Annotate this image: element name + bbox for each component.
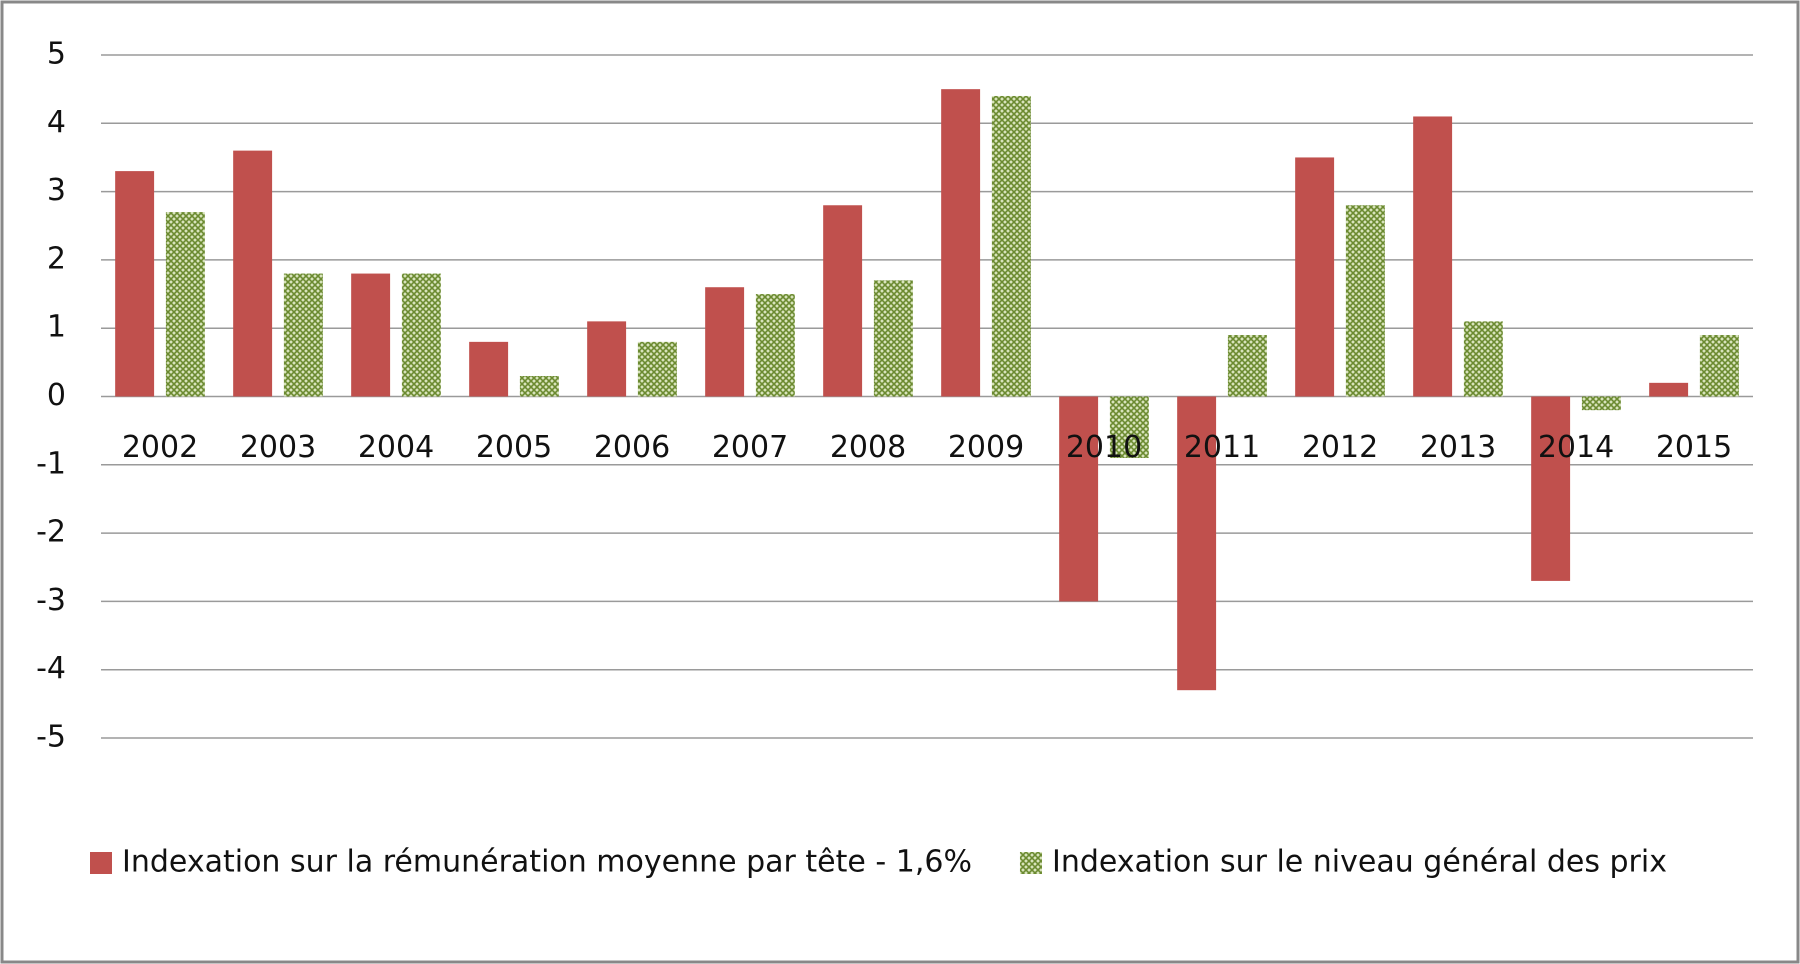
bar — [283, 273, 323, 397]
legend-label: Indexation sur la rémunération moyenne p… — [122, 845, 972, 880]
bar — [351, 273, 391, 397]
bar — [823, 205, 863, 397]
bar — [1109, 396, 1149, 458]
bar — [755, 294, 795, 397]
x-tick-label: 2002 — [122, 430, 198, 465]
x-tick-label: 2014 — [1538, 430, 1614, 465]
legend-swatch — [1019, 852, 1042, 874]
bar — [1413, 116, 1453, 397]
bar — [873, 280, 913, 397]
y-tick-label: -2 — [36, 515, 66, 550]
bar — [1463, 321, 1503, 397]
bar — [637, 341, 677, 397]
x-tick-label: 2012 — [1302, 430, 1378, 465]
bar — [1649, 382, 1689, 397]
x-tick-label: 2011 — [1184, 430, 1260, 465]
bar — [705, 287, 745, 397]
bar — [165, 212, 205, 397]
x-tick-label: 2007 — [712, 430, 788, 465]
x-tick-label: 2006 — [594, 430, 670, 465]
bar — [233, 150, 273, 397]
x-tick-label: 2015 — [1656, 430, 1732, 465]
x-tick-label: 2005 — [476, 430, 552, 465]
bar — [1177, 396, 1217, 691]
bar — [991, 95, 1031, 397]
y-tick-label: -5 — [36, 720, 66, 755]
legend-label: Indexation sur le niveau général des pri… — [1052, 845, 1667, 880]
bar — [1345, 205, 1385, 397]
y-tick-label: 0 — [47, 378, 66, 413]
bar — [115, 171, 155, 397]
bar — [469, 341, 509, 397]
bar — [1581, 396, 1621, 411]
bar — [401, 273, 441, 397]
bar — [587, 321, 627, 397]
x-tick-label: 2008 — [830, 430, 906, 465]
y-tick-label: 1 — [47, 310, 66, 345]
bar — [1059, 396, 1099, 602]
x-tick-label: 2013 — [1420, 430, 1496, 465]
x-tick-label: 2010 — [1066, 430, 1142, 465]
bar — [941, 89, 981, 397]
legend-swatch — [90, 852, 112, 874]
y-tick-label: 5 — [47, 37, 66, 72]
x-tick-label: 2004 — [358, 430, 434, 465]
y-tick-label: 2 — [47, 241, 66, 276]
y-tick-label: -3 — [36, 583, 66, 618]
y-tick-label: 3 — [47, 173, 66, 208]
y-tick-label: 4 — [47, 105, 66, 140]
bar — [1295, 157, 1335, 397]
bar — [519, 376, 559, 397]
x-tick-label: 2003 — [240, 430, 316, 465]
y-tick-label: -4 — [36, 651, 66, 686]
bar — [1699, 335, 1739, 397]
x-tick-label: 2009 — [948, 430, 1024, 465]
bar — [1531, 396, 1571, 581]
y-tick-label: -1 — [36, 446, 66, 481]
bar — [1227, 335, 1267, 397]
